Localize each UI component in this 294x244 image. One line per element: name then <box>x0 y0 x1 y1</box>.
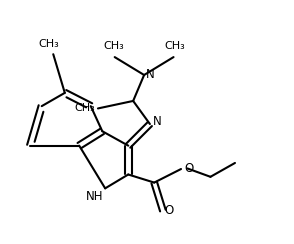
Text: CH₃: CH₃ <box>165 41 185 51</box>
Text: CH₃: CH₃ <box>74 103 95 113</box>
Text: CH₃: CH₃ <box>39 39 59 49</box>
Text: N: N <box>153 115 161 128</box>
Text: NH: NH <box>86 190 103 203</box>
Text: O: O <box>185 162 194 175</box>
Text: O: O <box>164 204 173 217</box>
Text: CH₃: CH₃ <box>103 41 123 51</box>
Text: N: N <box>146 68 154 81</box>
